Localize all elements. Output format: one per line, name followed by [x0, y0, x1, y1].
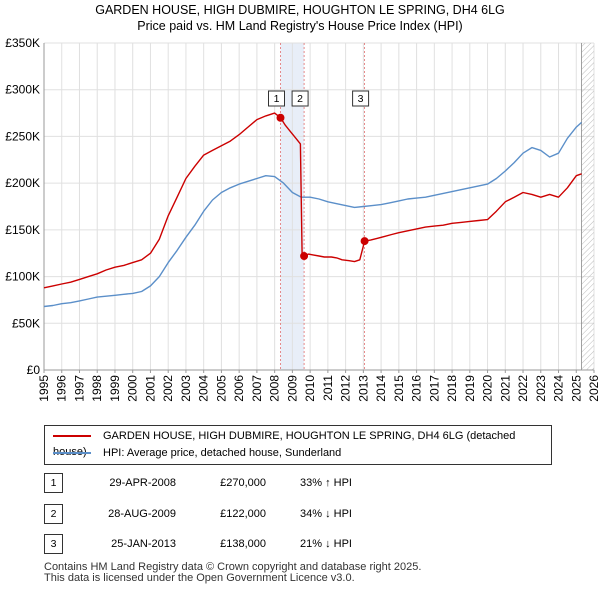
x-tick-label: 2023: [534, 375, 548, 402]
legend-label-hpi: HPI: Average price, detached house, Sund…: [103, 447, 342, 459]
sale-hpi-diff: 33% ↑ HPI: [300, 477, 352, 489]
sale-number-badge: 2: [44, 504, 63, 524]
x-tick-label: 2025: [569, 375, 583, 402]
x-tick-label: 2016: [410, 375, 424, 402]
x-tick-label: 2017: [427, 375, 441, 402]
sale-hpi-diff: 21% ↓ HPI: [300, 538, 352, 550]
sale-label-box: [268, 90, 285, 107]
x-tick-label: 2015: [392, 375, 406, 402]
x-tick-label: 1999: [108, 375, 122, 402]
legend-label-property: GARDEN HOUSE, HIGH DUBMIRE, HOUGHTON LE …: [53, 430, 516, 458]
sale-label-box: [352, 90, 370, 107]
sale-label-number: 3: [358, 93, 364, 105]
footer-licence: This data is licensed under the Open Gov…: [44, 572, 355, 584]
x-tick-label: 2019: [463, 375, 477, 402]
x-tick-label: 2024: [552, 375, 566, 402]
plot-background: [44, 43, 594, 370]
forecast-hatch-area: [581, 43, 594, 370]
hpi-series-line: [43, 121, 583, 308]
y-tick-label: £250K: [5, 129, 40, 143]
y-tick-label: £350K: [5, 36, 40, 50]
x-tick-label: 2013: [356, 375, 370, 402]
x-tick-label: 2020: [481, 375, 495, 402]
price-chart: £0 £50K £100K £150K £200K £250K £300K £350K 1995…: [5, 36, 600, 402]
x-tick-label: 2008: [268, 375, 282, 402]
x-tick-label: 2014: [374, 375, 388, 402]
y-tick-label: £0: [27, 363, 41, 377]
footer-copyright: Contains HM Land Registry data © Crown c…: [44, 561, 422, 573]
x-tick-label: 1997: [72, 375, 86, 402]
y-tick-label: £300K: [5, 83, 40, 97]
x-tick-label: 2009: [285, 375, 299, 402]
sale-label-number: 2: [297, 93, 303, 105]
x-tick-label: 2022: [516, 375, 530, 402]
x-tick-label: 2007: [250, 375, 264, 402]
sale-hpi-diff: 34% ↓ HPI: [300, 508, 352, 520]
sale-date: 29-APR-2008: [109, 477, 176, 489]
sale-point: [360, 237, 369, 246]
table-row: 3 25-JAN-2013 £138,000 21% ↓ HPI: [0, 533, 600, 555]
x-tick-label: 2000: [126, 375, 140, 402]
x-tick-label: 2003: [179, 375, 193, 402]
y-tick-label: £50K: [12, 316, 40, 330]
sale-price: £122,000: [220, 508, 266, 520]
x-tick-label: 1995: [37, 375, 51, 402]
x-tick-label: 2021: [498, 375, 512, 402]
chart-title-line1: GARDEN HOUSE, HIGH DUBMIRE, HOUGHTON LE …: [95, 3, 505, 17]
table-row: 2 28-AUG-2009 £122,000 34% ↓ HPI: [0, 503, 600, 525]
x-tick-label: 2004: [197, 375, 211, 402]
x-tick-label: 2011: [321, 375, 335, 401]
sale-point: [276, 113, 285, 122]
x-tick-label: 2026: [587, 375, 600, 402]
table-row: 1 29-APR-2008 £270,000 33% ↑ HPI: [0, 472, 600, 494]
property-series-line: [43, 112, 582, 289]
x-tick-label: 2018: [445, 375, 459, 402]
x-tick-label: 1996: [55, 375, 69, 402]
x-tick-label: 2012: [339, 375, 353, 402]
x-tick-label: 2005: [214, 375, 228, 402]
sale-number-badge: 3: [44, 534, 63, 554]
sale-price: £138,000: [220, 538, 266, 550]
y-tick-label: £150K: [5, 223, 40, 237]
legend-entry-property: GARDEN HOUSE, HIGH DUBMIRE, HOUGHTON LE …: [53, 428, 551, 458]
chart-title-line2: Price paid vs. HM Land Registry's House …: [137, 19, 463, 33]
y-tick-label: £200K: [5, 176, 40, 190]
sale-label-box: [291, 90, 309, 107]
sale-point: [300, 252, 309, 261]
y-tick-label: £100K: [5, 270, 40, 284]
chart-legend: GARDEN HOUSE, HIGH DUBMIRE, HOUGHTON LE …: [44, 425, 552, 465]
x-tick-label: 1998: [90, 375, 104, 402]
sale-date: 25-JAN-2013: [111, 538, 176, 550]
x-tick-label: 2010: [303, 375, 317, 402]
sale-number-badge: 1: [44, 473, 63, 493]
x-tick-label: 2002: [161, 375, 175, 402]
x-tick-label: 2006: [232, 375, 246, 402]
legend-entry-hpi: HPI: Average price, detached house, Sund…: [53, 445, 341, 461]
sale-price: £270,000: [220, 477, 266, 489]
sale-label-number: 1: [274, 93, 280, 105]
legend-swatch-property: [53, 435, 91, 438]
sale-date: 28-AUG-2009: [108, 508, 176, 520]
legend-swatch-hpi: [53, 452, 91, 455]
x-tick-label: 2001: [143, 375, 157, 402]
